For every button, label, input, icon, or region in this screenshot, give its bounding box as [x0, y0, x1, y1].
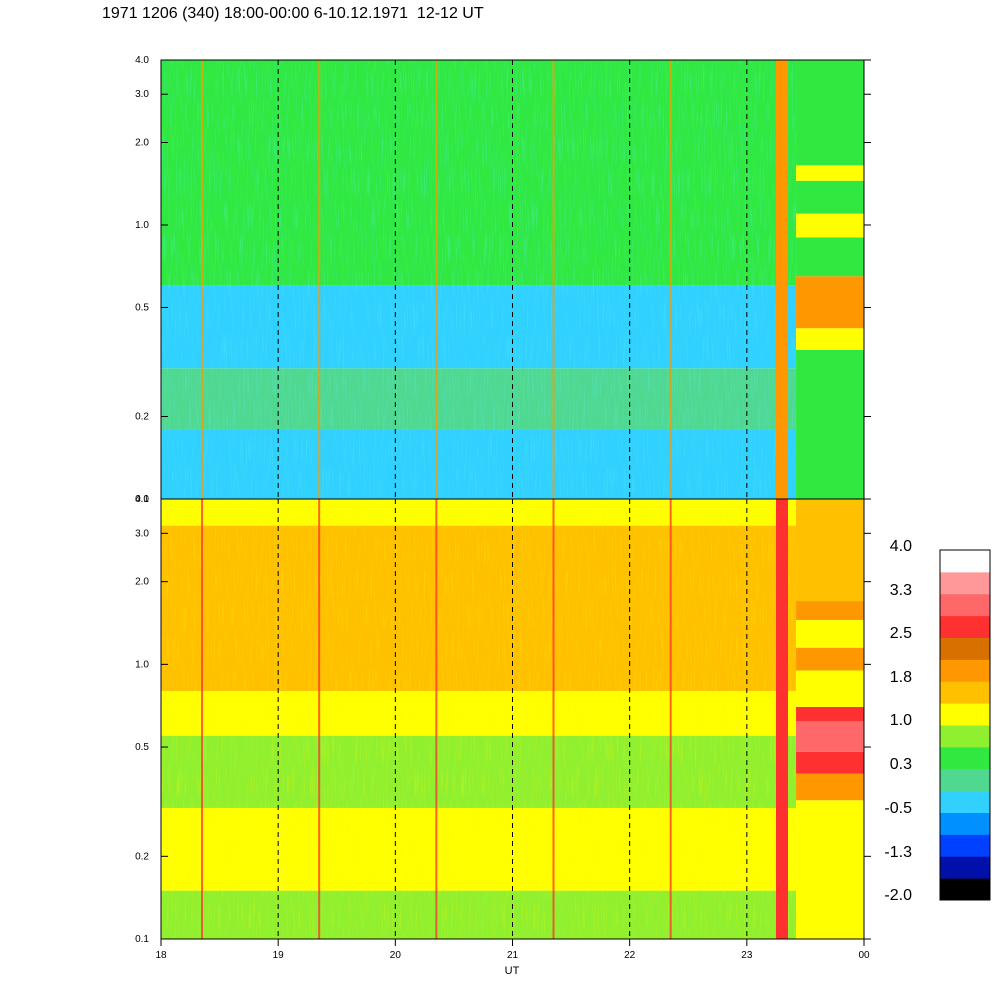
y-tick-label: 4.0	[135, 494, 149, 505]
colorbar-label: -0.5	[884, 800, 912, 817]
event-band	[796, 180, 864, 214]
event-band	[796, 276, 864, 329]
spike-line	[201, 499, 204, 939]
y-tick-label: 2.0	[135, 137, 149, 148]
x-tick-label: 22	[624, 950, 636, 961]
colorbar-segment	[940, 615, 990, 638]
colorbar-label: 0.3	[890, 756, 912, 773]
x-tick-label: 23	[741, 950, 753, 961]
y-tick-label: 0.2	[135, 412, 149, 423]
event-band	[796, 721, 864, 752]
colorbar-segment	[940, 725, 990, 748]
colorbar-segment	[940, 834, 990, 857]
y-tick-label: 0.1	[135, 934, 149, 945]
event-band	[796, 328, 864, 350]
noise-texture	[161, 499, 797, 939]
spike-line	[435, 499, 438, 939]
colorbar-segment	[940, 790, 990, 813]
colorbar-segment	[940, 659, 990, 682]
colorbar-segment	[940, 593, 990, 617]
y-tick-label: 0.1	[135, 494, 149, 505]
event-band	[796, 670, 864, 707]
colorbar-segment	[940, 812, 990, 835]
event-band	[796, 349, 864, 499]
y-tick-label: 0.5	[135, 742, 149, 753]
colorbar-segment	[940, 571, 990, 595]
colorbar-segment	[940, 550, 990, 573]
upper-spectrogram-panel: 0.1 0.2 0.5 1.0 2.0 3.0 4.0	[135, 55, 871, 505]
event-band	[796, 60, 864, 166]
colorbar-label: 1.0	[890, 712, 912, 729]
event-band	[796, 800, 864, 939]
colorbar-segment	[940, 703, 990, 726]
spike-line	[775, 60, 788, 499]
spike-line	[552, 499, 555, 939]
colorbar-segment	[940, 768, 990, 792]
event-band	[796, 601, 864, 621]
event-band	[796, 706, 864, 722]
x-axis-label: UT	[505, 965, 520, 977]
spike-line	[435, 60, 438, 499]
colorbar-label: 1.8	[890, 669, 912, 686]
colorbar-segment	[940, 856, 990, 879]
colorbar-segment	[940, 681, 990, 704]
colorbar-label: 4.0	[890, 538, 912, 555]
colorbar-label: 2.5	[890, 625, 912, 642]
y-tick-label: 3.0	[135, 89, 149, 100]
event-band	[796, 773, 864, 801]
y-tick-label: 1.0	[135, 659, 149, 670]
x-axis: 18 19 20 21 22 23 00	[155, 939, 870, 961]
chart-title: 1971 1206 (340) 18:00-00:00 6-10.12.1971…	[102, 5, 484, 22]
spike-line	[318, 499, 321, 939]
event-band	[796, 751, 864, 774]
colorbar-label: 3.3	[890, 582, 912, 599]
spike-line	[775, 499, 788, 939]
y-tick-label: 4.0	[135, 55, 149, 66]
event-band	[796, 213, 864, 238]
x-tick-label: 21	[507, 950, 519, 961]
colorbar-label: -2.0	[884, 887, 912, 904]
colorbar-label: -1.3	[884, 844, 912, 861]
spike-line	[552, 60, 555, 499]
event-band	[796, 499, 864, 602]
y-tick-label: 1.0	[135, 220, 149, 231]
event-band	[796, 237, 864, 277]
y-tick-label: 0.2	[135, 851, 149, 862]
spike-line	[669, 499, 672, 939]
event-band	[796, 647, 864, 671]
colorbar-segment	[940, 878, 990, 901]
colorbar: 4.0 3.3 2.5 1.8 1.0 0.3 -0.5 -1.3 -2.0	[884, 538, 991, 904]
colorbar-segment	[940, 637, 990, 660]
x-tick-label: 19	[273, 950, 285, 961]
x-tick-label: 18	[155, 950, 167, 961]
x-tick-label: 00	[858, 950, 870, 961]
lower-spectrogram-panel: 0.1 0.2 0.5 1.0 2.0 3.0 4.0	[135, 494, 871, 945]
colorbar-segment	[940, 746, 990, 770]
y-tick-label: 0.5	[135, 302, 149, 313]
event-band	[796, 620, 864, 648]
spike-line	[669, 60, 672, 499]
x-tick-label: 20	[390, 950, 402, 961]
noise-texture	[161, 60, 797, 499]
spike-line	[318, 60, 321, 499]
colorbar-frame	[939, 549, 991, 901]
spike-line	[201, 60, 204, 499]
y-tick-label: 2.0	[135, 577, 149, 588]
event-band	[796, 165, 864, 181]
y-tick-label: 3.0	[135, 528, 149, 539]
